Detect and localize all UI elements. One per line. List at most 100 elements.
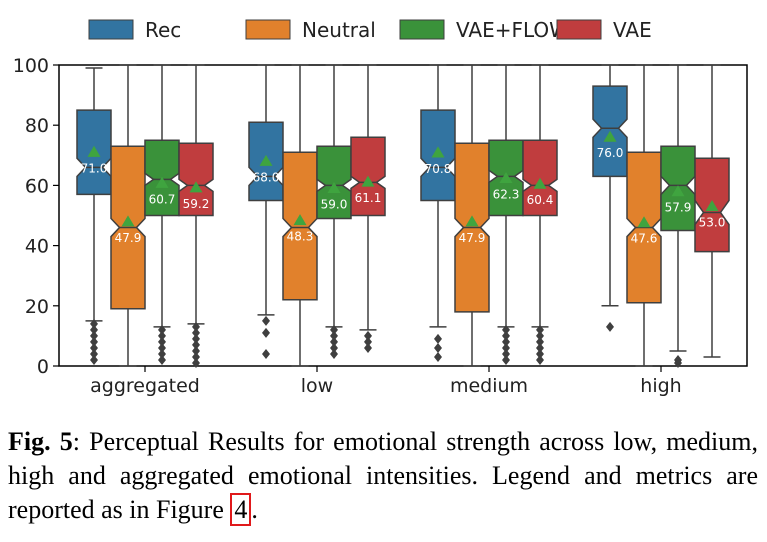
outlier-point [502,342,510,353]
y-tick-label: 20 [25,296,49,318]
outlier-point [674,357,682,368]
mean-marker [671,185,685,197]
mean-label: 47.9 [459,231,486,245]
box-vae-medium: 60.4 [522,64,558,365]
outlier-point [262,327,270,338]
mean-label: 47.9 [115,231,142,245]
mean-label: 61.1 [355,191,382,205]
box-body [282,151,318,301]
figure-reference-link[interactable]: 4 [230,493,252,526]
mean-marker [361,175,375,187]
outlier-point [262,348,270,359]
outlier-point [90,354,98,365]
legend-swatch [88,19,134,40]
mean-label: 53.0 [699,215,726,229]
mean-marker [259,154,273,166]
outlier-point [192,351,200,362]
mean-marker [327,181,341,193]
mean-label: 59.2 [183,197,210,211]
caption-end: . [251,495,258,524]
outlier-point [262,315,270,326]
outlier-point [158,348,166,359]
box-rec-high: 76.0 [592,64,628,332]
mean-marker [465,215,479,227]
outlier-point [330,348,338,359]
legend-swatch [245,19,291,40]
legend-swatch [399,19,445,40]
outlier-point [192,327,200,338]
outlier-point [90,342,98,353]
outlier-point [158,354,166,365]
mean-marker [603,130,617,142]
legend-label: Neutral [302,18,376,42]
x-tick-label: low [301,375,333,397]
outlier-point [606,321,614,332]
outlier-point [536,330,544,341]
outlier-point [158,336,166,347]
outlier-point [502,348,510,359]
mean-label: 47.6 [631,232,658,246]
mean-label: 57.9 [665,201,692,215]
outlier-point [502,324,510,335]
box-rec-low: 68.0 [248,64,284,359]
outlier-point [192,339,200,350]
figure-caption: Fig. 5: Perceptual Results for emotional… [8,425,758,527]
outlier-point [90,318,98,329]
box-vae-high: 53.0 [694,64,730,358]
legend-swatch [556,19,602,40]
mean-marker [293,214,307,226]
outlier-point [90,324,98,335]
mean-marker [533,177,547,189]
outlier-point [192,357,200,368]
box-rec-medium: 70.8 [420,64,456,362]
outlier-point [192,345,200,356]
box-vae-flow-medium: 62.3 [488,64,524,365]
mean-marker [155,176,169,188]
outlier-point [434,342,442,353]
box-vae-flow-low: 59.0 [316,64,352,359]
outlier-point [364,336,372,347]
outlier-point [158,330,166,341]
x-tick-label: aggregated [90,375,200,397]
x-tick-label: medium [450,375,528,397]
box-body [178,142,214,217]
box-vae-low: 61.1 [350,64,386,353]
outlier-point [536,336,544,347]
y-tick-label: 100 [13,55,49,77]
box-neutral-medium: 47.9 [454,64,490,367]
box-neutral-aggregated: 47.9 [110,64,146,367]
outlier-point [330,330,338,341]
mean-marker [705,199,719,212]
outlier-point [90,336,98,347]
outlier-point [502,336,510,347]
mean-label: 71.0 [81,161,108,175]
mean-label: 70.8 [425,162,452,176]
outlier-point [330,342,338,353]
outlier-point [434,351,442,362]
mean-marker [431,146,445,158]
outlier-point [364,342,372,353]
box-rec-aggregated: 71.0 [76,67,112,365]
outlier-point [330,336,338,347]
mean-marker [499,171,513,184]
legend-label: VAE+FLOW [456,18,569,42]
y-tick-label: 0 [37,356,49,378]
mean-marker [87,145,101,157]
outlier-point [90,330,98,341]
legend-label: Rec [145,18,181,42]
y-tick-label: 80 [25,115,49,137]
outlier-point [502,354,510,365]
box-neutral-low: 48.3 [282,64,318,367]
x-tick-label: high [640,375,681,397]
y-tick-label: 40 [25,236,49,258]
mean-marker [121,215,135,227]
outlier-point [192,333,200,344]
outlier-point [536,354,544,365]
mean-marker [637,216,651,228]
mean-label: 48.3 [287,230,314,244]
outlier-point [502,330,510,341]
outlier-point [330,324,338,335]
outlier-point [364,330,372,341]
plot-frame [58,64,748,367]
outlier-point [90,348,98,359]
